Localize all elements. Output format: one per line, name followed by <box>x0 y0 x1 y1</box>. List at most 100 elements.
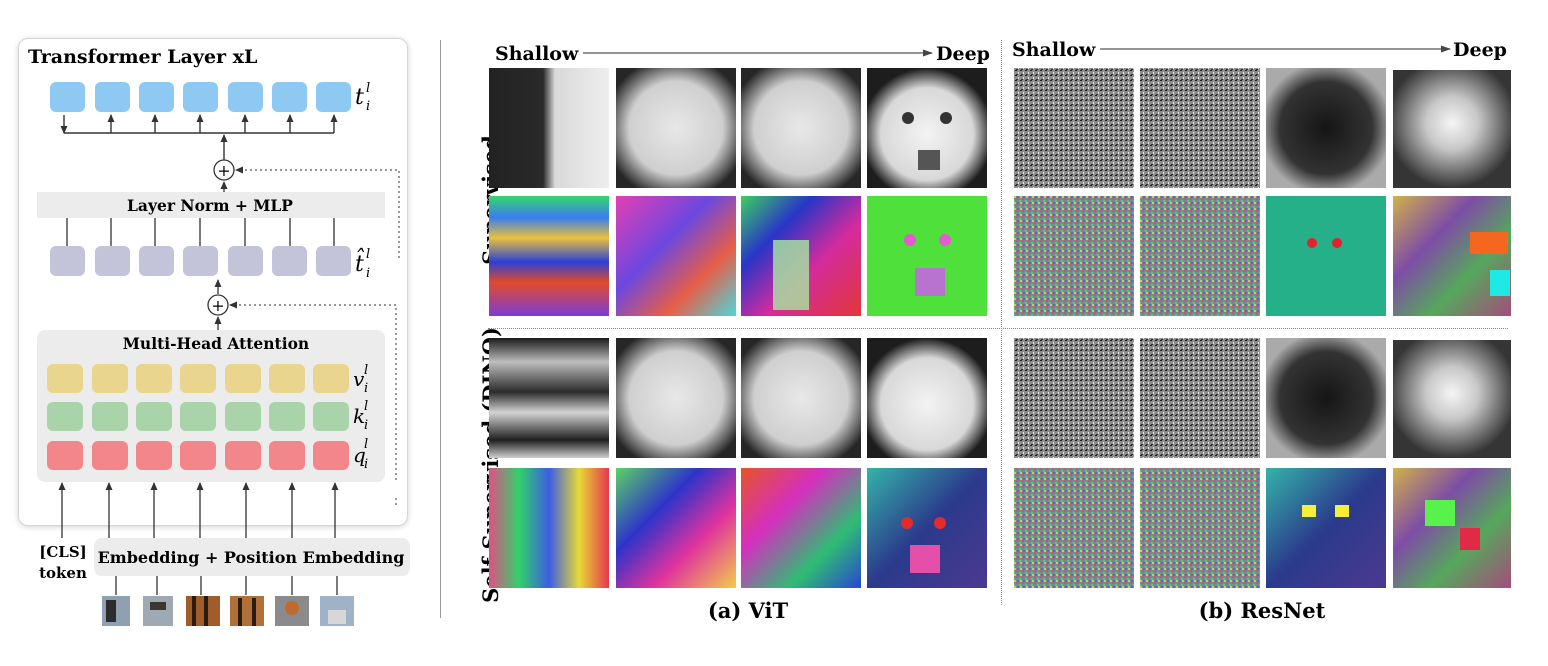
image-patch-detail <box>150 602 166 610</box>
feature-map-detail <box>901 517 913 529</box>
vit-dino-color-row <box>489 468 987 588</box>
feature-map <box>1393 340 1511 458</box>
residual-add-upper: + <box>213 159 235 181</box>
hat-token <box>316 246 351 276</box>
feature-map-detail <box>1425 500 1455 526</box>
svg-text:i: i <box>364 418 368 433</box>
vit-dino-gray-row <box>489 338 987 458</box>
mlp-label: Layer Norm + MLP <box>127 196 293 215</box>
image-patch-detail <box>204 596 208 626</box>
feature-map <box>1014 68 1134 188</box>
feature-map <box>741 68 861 188</box>
residual-add-lower: + <box>207 294 229 316</box>
query-token-row <box>47 441 349 470</box>
output-token <box>139 82 174 112</box>
feature-map-detail <box>1335 505 1349 517</box>
mlp-block <box>37 192 385 218</box>
svg-text:i: i <box>364 381 368 396</box>
output-token <box>183 82 218 112</box>
feature-map <box>1014 338 1134 458</box>
feature-map <box>1393 196 1511 316</box>
feature-map-detail <box>1307 238 1317 248</box>
cls-label-line2: token <box>39 564 87 582</box>
resnet-caption: (b) ResNet <box>1199 598 1326 623</box>
query-token-label: q l i <box>353 437 368 472</box>
resnet-depth-axis: Shallow Deep <box>1012 39 1507 61</box>
feature-map <box>1266 468 1386 588</box>
query-token <box>136 441 172 470</box>
image-patch-detail <box>192 596 196 626</box>
svg-text:i: i <box>366 99 370 114</box>
vit-supervised-color-row <box>489 196 987 316</box>
image-patch <box>230 596 264 626</box>
feature-map <box>616 68 736 188</box>
image-patch <box>186 596 220 626</box>
query-token <box>180 441 216 470</box>
query-token <box>269 441 305 470</box>
embedding-label: Embedding + Position Embedding <box>98 548 405 567</box>
query-token <box>313 441 349 470</box>
svg-text:i: i <box>366 266 370 281</box>
vit-resnet-divider <box>1001 40 1002 605</box>
feature-map <box>741 338 861 458</box>
feature-map-detail <box>1470 232 1508 254</box>
image-patch <box>143 596 173 626</box>
value-token <box>225 364 261 393</box>
resnet-dino-color-row <box>1014 468 1511 588</box>
key-token <box>313 402 349 431</box>
key-token <box>180 402 216 431</box>
image-patch-detail <box>238 598 242 626</box>
attention-label: Multi-Head Attention <box>123 334 309 353</box>
feature-map <box>1266 196 1386 316</box>
output-token <box>228 82 263 112</box>
svg-text:l: l <box>366 247 370 262</box>
hat-token <box>95 246 130 276</box>
hat-token <box>272 246 307 276</box>
value-token <box>47 364 83 393</box>
feature-map-detail <box>904 234 916 246</box>
svg-text:t: t <box>355 85 364 110</box>
value-token <box>313 364 349 393</box>
query-token <box>92 441 128 470</box>
feature-map <box>1014 468 1134 588</box>
key-token <box>269 402 305 431</box>
resnet-supervised-gray-row <box>1014 68 1511 188</box>
panel-divider <box>440 40 441 618</box>
resnet-dino-gray-row <box>1014 338 1511 458</box>
vit-caption: (a) ViT <box>708 598 789 623</box>
svg-text:l: l <box>366 81 370 96</box>
feature-map <box>616 338 736 458</box>
feature-map-detail <box>940 112 952 124</box>
value-token-row <box>47 364 349 393</box>
feature-map-detail <box>934 517 946 529</box>
vit-supervised-gray-row <box>489 68 987 188</box>
feature-map <box>489 68 609 188</box>
svg-text:l: l <box>364 399 368 414</box>
feature-map-detail <box>773 240 809 310</box>
feature-map <box>489 196 609 316</box>
image-patch-detail <box>285 601 299 615</box>
query-token <box>225 441 261 470</box>
svg-text:v: v <box>353 367 365 391</box>
feature-map <box>1014 196 1134 316</box>
feature-map <box>1393 468 1511 588</box>
svg-text:q: q <box>353 443 366 467</box>
vit-shallow-label: Shallow <box>495 43 579 65</box>
output-token <box>95 82 130 112</box>
hat-token-label: t̂ l i <box>355 247 370 281</box>
hat-token <box>228 246 263 276</box>
feature-map-detail <box>918 150 940 170</box>
output-token-label: t l i <box>355 81 370 114</box>
transformer-diagram: Transformer Layer xL t l i + Layer Norm … <box>28 46 410 626</box>
feature-map <box>741 468 861 588</box>
feature-map-detail <box>1332 238 1342 248</box>
feature-map-detail <box>1490 270 1510 296</box>
feature-map-detail <box>915 268 945 296</box>
hat-token <box>183 246 218 276</box>
value-token-label: v l i <box>353 363 368 396</box>
feature-map <box>1266 68 1386 188</box>
feature-map-detail <box>910 545 940 573</box>
output-token-row <box>50 82 351 112</box>
value-token <box>180 364 216 393</box>
hat-token <box>139 246 174 276</box>
